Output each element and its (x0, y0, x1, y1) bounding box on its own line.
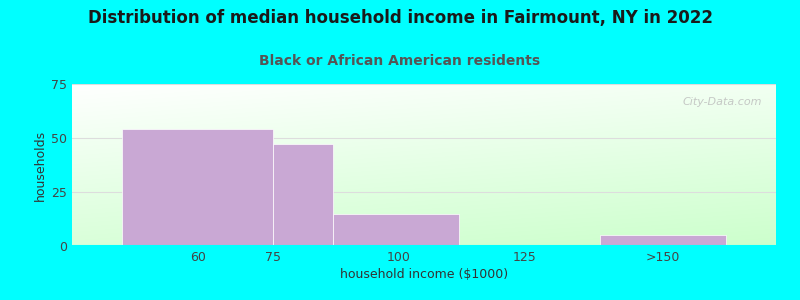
Text: Distribution of median household income in Fairmount, NY in 2022: Distribution of median household income … (87, 9, 713, 27)
Text: City-Data.com: City-Data.com (682, 97, 762, 107)
Bar (334, 214, 459, 246)
Bar (122, 129, 273, 246)
Bar (600, 235, 726, 246)
Text: Black or African American residents: Black or African American residents (259, 54, 541, 68)
Bar (273, 145, 334, 246)
Y-axis label: households: households (34, 129, 47, 201)
X-axis label: household income ($1000): household income ($1000) (340, 268, 508, 281)
